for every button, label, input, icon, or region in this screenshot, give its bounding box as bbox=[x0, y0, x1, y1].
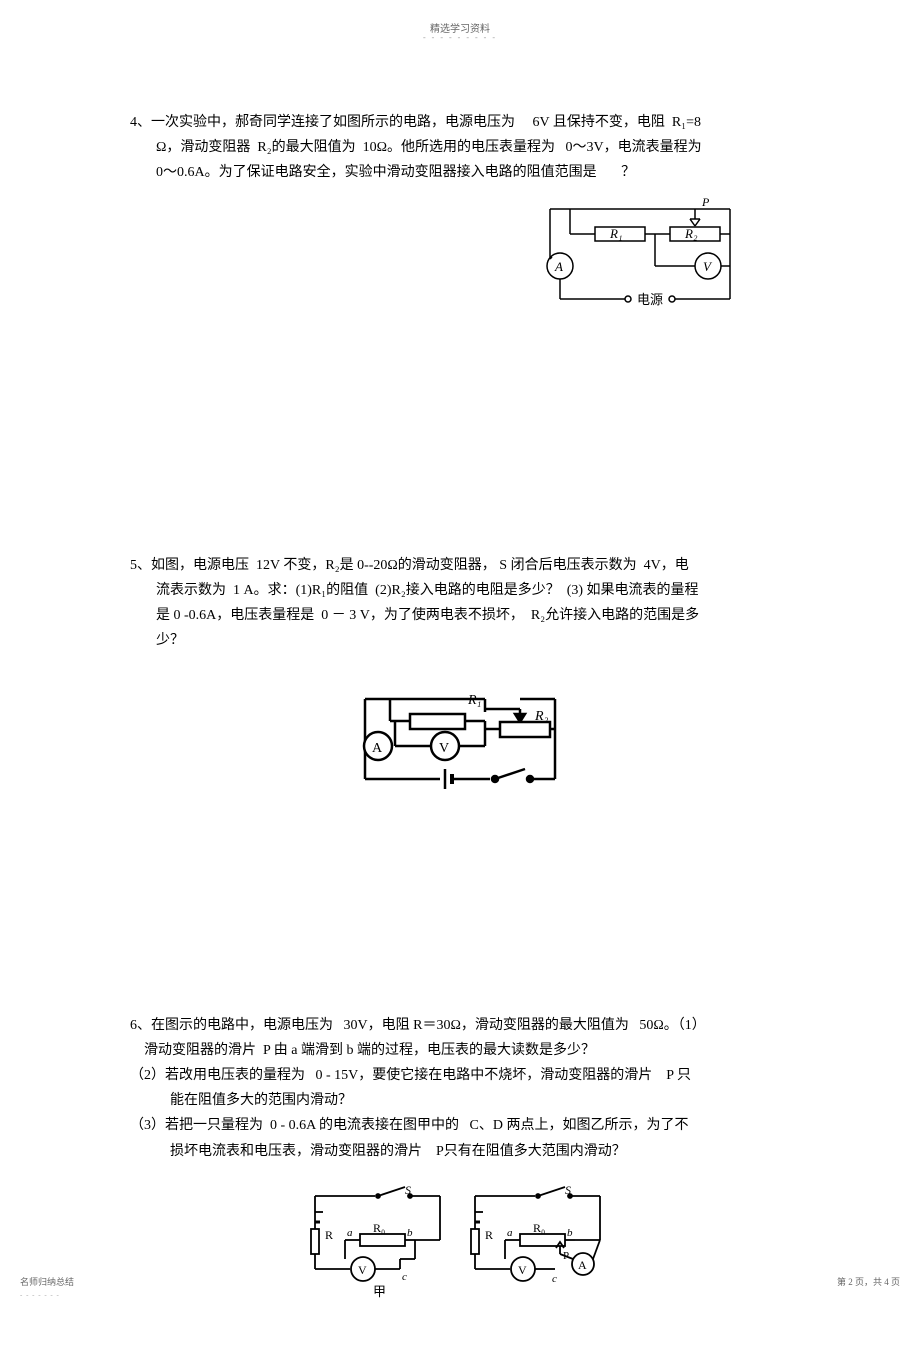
problem-4-line1: 一次实验中，郝奇同学连接了如图所示的电路，电源电压为 6V 且保持不变，电阻 R… bbox=[151, 115, 701, 130]
problem-4-line3: 0～0.6A。为了保证电路安全，实验中滑动变阻器接入电路的阻值范围是 ？ bbox=[130, 165, 635, 180]
figure-6: S R a R₀ b V c 甲 bbox=[305, 1184, 615, 1318]
figure-4: P R₁ R₂ A V 电源 bbox=[530, 194, 790, 333]
fig6a-s: S bbox=[405, 1184, 411, 1197]
fig4-label-v: V bbox=[703, 259, 713, 274]
fig6b-c: c bbox=[552, 1273, 557, 1285]
fig4-label-r1: R₁ bbox=[609, 226, 622, 241]
fig6b-a: a bbox=[507, 1227, 513, 1239]
main-content: 4、一次实验中，郝奇同学连接了如图所示的电路，电源电压为 6V 且保持不变，电阻… bbox=[130, 110, 790, 1358]
problem-6-line1: 在图示的电路中，电源电压为 30V，电阻 R＝30Ω，滑动变阻器的最大阻值为 5… bbox=[151, 1018, 706, 1033]
fig6b-r0: R₀ bbox=[533, 1221, 545, 1235]
page-header-dots: - - - - - - - - - bbox=[0, 33, 920, 42]
problem-5-text: 5、如图，电源电压 12V 不变，R₂是 0--20Ω的滑动变阻器， S 闭合后… bbox=[130, 553, 790, 654]
figure-5: R₁ R₂ A V bbox=[350, 684, 570, 813]
problem-6-line3: （2）若改用电压表的量程为 0 - 15V，要使它接在电路中不烧坏，滑动变阻器的… bbox=[130, 1068, 691, 1083]
problem-6-line6: 损坏电流表和电压表，滑动变阻器的滑片 P只有在阻值多大范围内滑动？ bbox=[130, 1144, 626, 1159]
problem-6-text: 6、在图示的电路中，电源电压为 30V，电阻 R＝30Ω，滑动变阻器的最大阻值为… bbox=[130, 1013, 790, 1164]
footer-left: 名师归纳总结 bbox=[20, 1275, 74, 1288]
footer-right: 第 2 页，共 4 页 bbox=[837, 1275, 900, 1288]
problem-6-line4: 能在阻值多大的范围内滑动？ bbox=[130, 1093, 352, 1108]
problem-6-line5: （3）若把一只量程为 0 - 0.6A 的电流表接在图甲中的 C、D 两点上，如… bbox=[130, 1118, 688, 1133]
fig6a-a: a bbox=[347, 1227, 353, 1239]
problem-5-line1: 如图，电源电压 12V 不变，R₂是 0--20Ω的滑动变阻器， S 闭合后电压… bbox=[151, 558, 689, 573]
fig6b-p: P bbox=[563, 1250, 569, 1262]
problem-5-line2: 流表示数为 1 A。求：(1)R₁的阻值 (2)R₂接入电路的电阻是多少？ (3… bbox=[130, 583, 699, 598]
fig4-label-r2: R₂ bbox=[684, 226, 698, 241]
fig5-label-a: A bbox=[372, 741, 383, 756]
fig6a-b: b bbox=[407, 1227, 413, 1239]
fig6b-s: S bbox=[565, 1184, 571, 1197]
problem-5: 5、如图，电源电压 12V 不变，R₂是 0--20Ω的滑动变阻器， S 闭合后… bbox=[130, 553, 790, 813]
problem-4-text: 4、一次实验中，郝奇同学连接了如图所示的电路，电源电压为 6V 且保持不变，电阻… bbox=[130, 110, 790, 186]
problem-5-number: 5、 bbox=[130, 558, 151, 573]
problem-6: 6、在图示的电路中，电源电压为 30V，电阻 R＝30Ω，滑动变阻器的最大阻值为… bbox=[130, 1013, 790, 1318]
fig4-label-a: A bbox=[554, 259, 563, 274]
fig6a-v: V bbox=[358, 1263, 367, 1277]
fig6a-r: R bbox=[325, 1228, 333, 1242]
fig5-label-r2: R₂ bbox=[534, 709, 549, 724]
problem-4-number: 4、 bbox=[130, 115, 151, 130]
problem-4: 4、一次实验中，郝奇同学连接了如图所示的电路，电源电压为 6V 且保持不变，电阻… bbox=[130, 110, 790, 333]
fig4-label-p: P bbox=[701, 195, 710, 209]
problem-6-line2: 滑动变阻器的滑片 P 由 a 端滑到 b 端的过程，电压表的最大读数是多少？ bbox=[130, 1043, 595, 1058]
fig5-label-r1: R₁ bbox=[467, 693, 481, 708]
fig6b-ammeter: A bbox=[578, 1258, 587, 1272]
fig6a-jia: 甲 bbox=[373, 1284, 386, 1299]
problem-6-number: 6、 bbox=[130, 1018, 151, 1033]
fig5-label-v: V bbox=[439, 741, 449, 756]
problem-5-line3: 是 0 -0.6A，电压表量程是 0 － 3 V，为了使两电表不损坏， R₂允许… bbox=[130, 608, 699, 623]
fig4-label-source: 电源 bbox=[637, 292, 663, 307]
fig6b-r: R bbox=[485, 1228, 493, 1242]
fig6a-r0: R₀ bbox=[373, 1221, 385, 1235]
fig6a-c: c bbox=[402, 1271, 407, 1283]
fig6b-v: V bbox=[518, 1263, 527, 1277]
footer-left-dots: - - - - - - - bbox=[20, 1291, 60, 1299]
problem-4-line2: Ω，滑动变阻器 R₂的最大阻值为 10Ω。他所选用的电压表量程为 0～3V，电流… bbox=[130, 140, 702, 155]
fig6b-b: b bbox=[567, 1227, 573, 1239]
problem-5-line4: 少？ bbox=[130, 633, 184, 648]
